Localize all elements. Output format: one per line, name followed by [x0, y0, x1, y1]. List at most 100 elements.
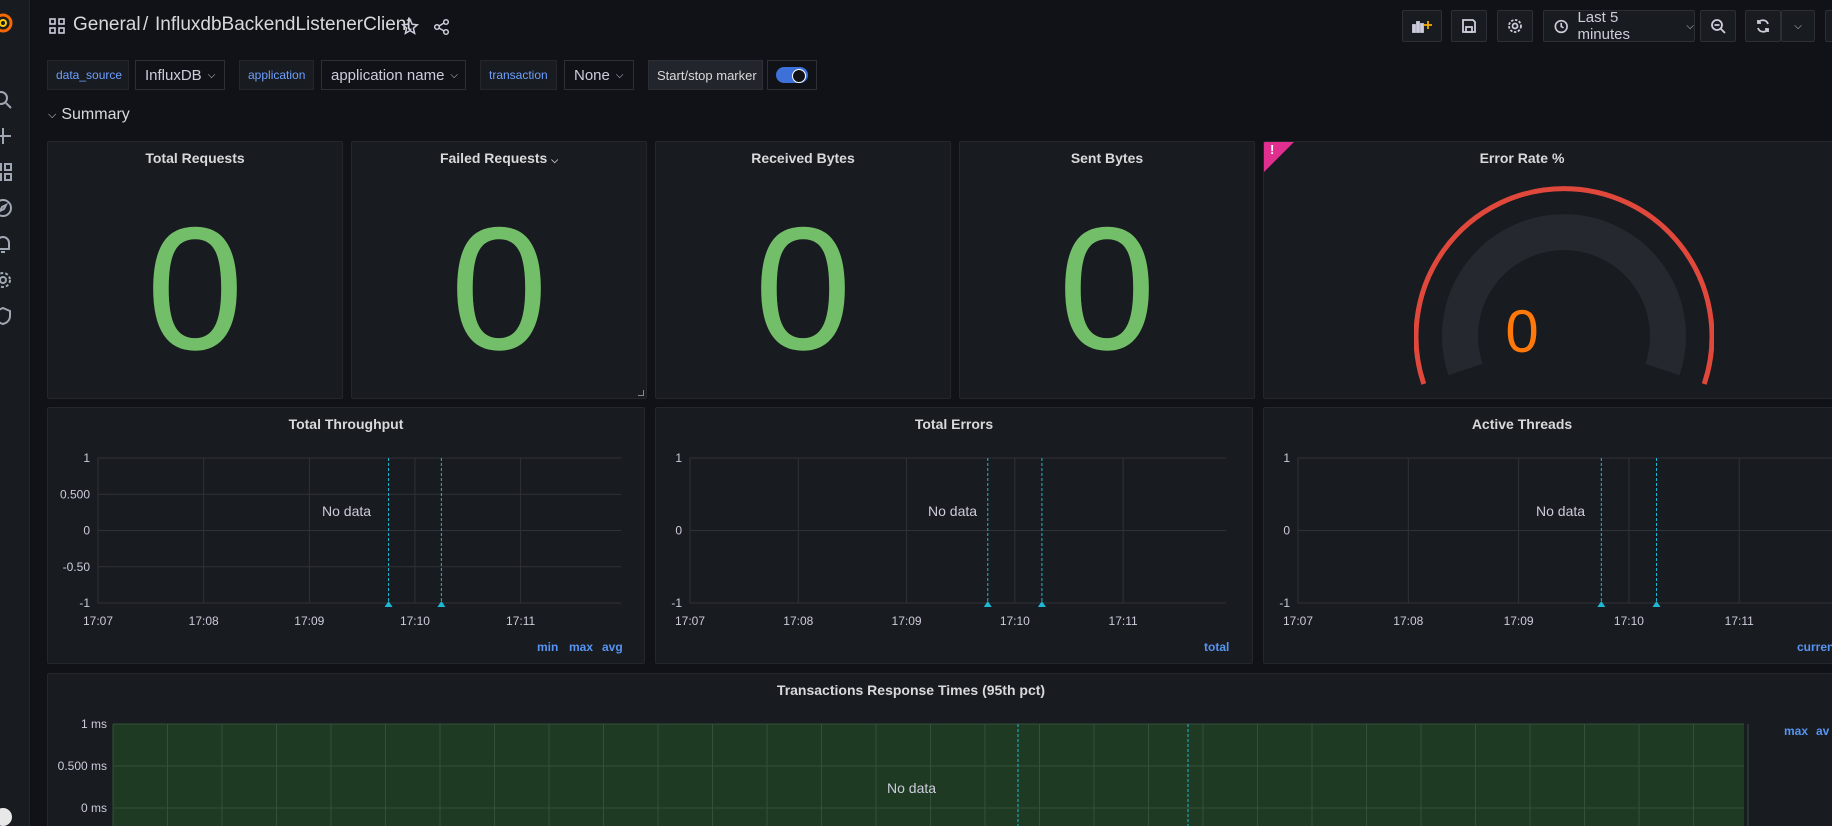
chevron-down-icon: ⌵ [615, 69, 624, 81]
toggle-switch[interactable] [776, 67, 808, 83]
configuration-gear-icon[interactable] [0, 269, 14, 291]
zoom-out-button[interactable] [1700, 10, 1736, 42]
grafana-logo-icon[interactable] [0, 12, 14, 34]
response-times-chart: 1 ms 0.500 ms 0 ms [58, 717, 1749, 826]
y-tick-label: 1 ms [81, 717, 107, 731]
panel-title[interactable]: Received Bytes [751, 150, 855, 166]
marker-toggle[interactable] [767, 60, 817, 90]
variable-label-transaction: transaction [480, 60, 557, 90]
panel-title[interactable]: Total Throughput [288, 416, 404, 432]
refresh-icon [1757, 19, 1769, 33]
no-data-message: No data [928, 503, 978, 519]
annotation-marker-icon [983, 601, 992, 607]
gauge-track [1442, 214, 1686, 376]
stat-panel-sent-bytes[interactable]: Sent Bytes 0 [959, 141, 1255, 399]
stat-value: 0 [146, 192, 244, 387]
annotation-marker-icon [1652, 601, 1661, 607]
y-tick-label: 0 ms [81, 801, 107, 815]
dashboard-settings-button[interactable] [1497, 10, 1533, 42]
row-summary[interactable]: ⌵ Summary [48, 106, 130, 124]
top-navbar: General / InfluxdbBackendListenerClient … [30, 0, 1832, 54]
panel-title[interactable]: Transactions Response Times (95th pct) [776, 682, 1046, 698]
variable-select-data-source[interactable]: InfluxDB ⌵ [135, 60, 225, 90]
dashboards-icon[interactable] [0, 161, 14, 183]
legend-current[interactable]: curren [1797, 640, 1832, 654]
panel-title[interactable]: Error Rate % [1479, 150, 1565, 166]
gauge-threshold-arc [1414, 186, 1714, 385]
variable-value: None [574, 66, 610, 84]
x-tick-label: 17:07 [1283, 614, 1313, 628]
annotation-marker-icon [384, 601, 393, 607]
tv-mode-button[interactable] [1825, 10, 1832, 42]
graph-panel-total-errors[interactable]: Total Errors 1 0 -1 17:07 17:08 17:09 17:10 17:… [655, 407, 1253, 664]
search-icon[interactable] [0, 89, 14, 111]
annotation-marker-icon [437, 601, 446, 607]
panel-title[interactable]: Sent Bytes [1070, 150, 1144, 166]
add-panel-icon [1412, 21, 1432, 33]
y-tick-label: 1 [83, 451, 90, 465]
stat-value: 0 [450, 192, 548, 387]
x-tick-label: 17:11 [1725, 614, 1754, 628]
save-dashboard-button[interactable] [1451, 10, 1487, 42]
side-menu [0, 0, 30, 826]
y-tick-label: 1 [675, 451, 682, 465]
panel-title[interactable]: Failed Requests ⌵ [352, 150, 646, 166]
y-tick-label: 0.500 ms [58, 759, 107, 773]
alert-indicator[interactable] [1264, 142, 1294, 172]
chevron-down-icon: ⌵ [207, 69, 216, 81]
legend-min[interactable]: min [537, 640, 559, 654]
x-tick-label: 17:08 [189, 614, 219, 628]
legend-avg[interactable]: av [1816, 724, 1830, 738]
y-tick-label: 0 [675, 524, 682, 538]
refresh-interval-dropdown[interactable]: ⌵ [1781, 10, 1815, 42]
no-data-message: No data [322, 503, 372, 519]
resize-handle[interactable] [638, 390, 644, 396]
legend-max[interactable]: max [1784, 724, 1809, 738]
chevron-down-icon: ⌵ [450, 69, 459, 81]
server-admin-shield-icon[interactable] [0, 305, 14, 327]
share-icon[interactable] [433, 18, 451, 36]
y-tick-label: 0 [83, 524, 90, 538]
time-range-picker[interactable]: Last 5 minutes ⌵ [1543, 9, 1695, 43]
variable-select-transaction[interactable]: None ⌵ [564, 60, 634, 90]
chevron-down-icon: ⌵ [1686, 20, 1694, 32]
stat-panel-received-bytes[interactable]: Received Bytes 0 [655, 141, 951, 399]
graph-panel-response-times[interactable]: Transactions Response Times (95th pct) 1… [47, 673, 1832, 826]
refresh-button[interactable] [1745, 10, 1781, 42]
stat-panel-total-requests[interactable]: Total Requests 0 [47, 141, 343, 399]
panel-title[interactable]: Total Errors [914, 416, 994, 432]
dashboard-grid-icon [48, 17, 66, 35]
legend-total[interactable]: total [1204, 640, 1230, 654]
user-avatar[interactable] [0, 806, 14, 826]
x-tick-label: 17:09 [892, 614, 922, 628]
x-tick-label: 17:10 [400, 614, 430, 628]
graph-panel-total-throughput[interactable]: Total Throughput 1 0.500 0 -0.50 -1 17:07 17:0… [47, 407, 645, 664]
add-panel-button[interactable] [1402, 10, 1442, 42]
gauge-panel-error-rate[interactable]: ! Error Rate % 0 [1263, 141, 1832, 399]
panel-title[interactable]: Total Requests [145, 150, 245, 166]
create-plus-icon[interactable] [0, 125, 14, 147]
star-icon[interactable] [400, 17, 420, 36]
y-tick-label: -1 [79, 596, 90, 610]
dashboard-title[interactable]: InfluxdbBackendListenerClient [155, 14, 412, 35]
stat-panel-failed-requests[interactable]: Failed Requests ⌵ 0 [351, 141, 647, 399]
variable-value: InfluxDB [145, 66, 202, 84]
variable-select-application[interactable]: application name ⌵ [321, 60, 466, 90]
chevron-down-icon: ⌵ [1794, 20, 1802, 32]
alerting-bell-icon[interactable] [0, 233, 14, 255]
explore-compass-icon[interactable] [0, 197, 14, 219]
stat-value: 0 [1058, 192, 1156, 387]
row-title: Summary [61, 106, 130, 123]
save-icon [1462, 19, 1476, 33]
x-tick-label: 17:09 [294, 614, 324, 628]
graph-panel-active-threads[interactable]: Active Threads 1 0 -1 17:07 17:08 17:09 17:10 1… [1263, 407, 1832, 664]
variable-label-data-source: data_source [47, 60, 129, 90]
x-tick-label: 17:09 [1504, 614, 1534, 628]
legend-max[interactable]: max [569, 640, 594, 654]
legend-avg[interactable]: avg [602, 640, 623, 654]
panel-title[interactable]: Active Threads [1471, 416, 1573, 432]
marker-label: Start/stop marker [648, 60, 763, 90]
y-tick-label: -0.50 [63, 560, 91, 574]
breadcrumb-folder[interactable]: General [73, 14, 141, 35]
gauge-value: 0 [1505, 298, 1539, 365]
